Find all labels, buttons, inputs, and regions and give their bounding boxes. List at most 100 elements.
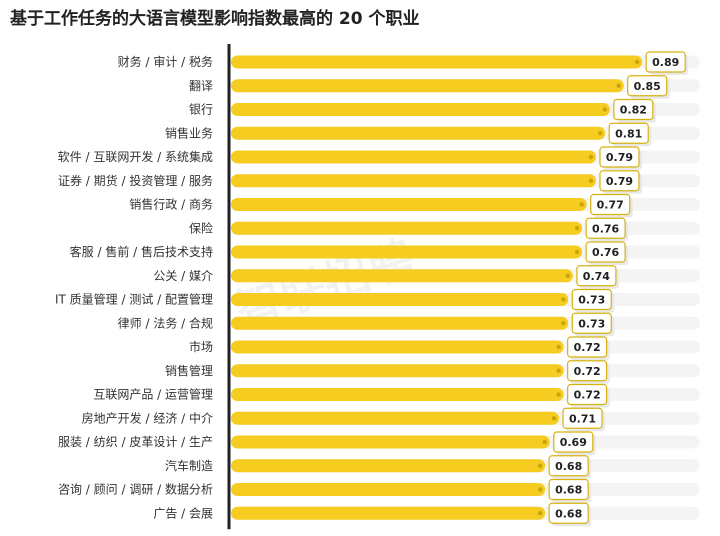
category-label: 广告 / 会展 [153, 506, 213, 520]
value-label: 0.68 [555, 507, 582, 520]
bar [231, 340, 564, 354]
bar-row: 市场 0.72 [189, 336, 700, 360]
bar-end-dot [588, 154, 594, 160]
bar [231, 435, 550, 449]
bar-end-dot [556, 368, 561, 373]
bar-end-dot [565, 273, 571, 278]
bar-row: IT 质量管理 / 测试 / 配置管理 0.73 [55, 288, 700, 313]
bar-end-dot [551, 416, 557, 421]
bar-row: 客服 / 售前 / 售后技术支持 0.76 [70, 241, 700, 265]
value-label-box [613, 98, 654, 121]
value-label: 0.68 [555, 460, 582, 473]
value-label-box [590, 193, 631, 216]
value-label-box [585, 217, 626, 239]
category-label: 服装 / 纺织 / 皮革设计 / 生产 [58, 435, 213, 449]
bar-row: 互联网产品 / 运营管理 0.72 [93, 383, 700, 408]
bar [231, 174, 596, 188]
value-label-box [562, 407, 603, 429]
category-label: 保险 [189, 220, 213, 235]
category-label: 房地产开发 / 经济 / 中介 [82, 410, 213, 425]
bar [231, 269, 573, 283]
bar-row: 咨询 / 顾问 / 调研 / 数据分析 0.68 [58, 478, 700, 503]
value-label-box [567, 336, 608, 358]
category-label: 翻译 [189, 79, 213, 93]
bar [231, 245, 583, 259]
value-label: 0.77 [597, 199, 624, 212]
bar-end-dot [537, 487, 543, 492]
bar-end-dot [579, 202, 584, 207]
bar-end-dot [561, 321, 566, 326]
value-label: 0.81 [615, 127, 642, 140]
category-label: 公关 / 媒介 [153, 269, 213, 283]
bar-end-dot [598, 131, 603, 136]
bar [231, 79, 624, 93]
value-label: 0.72 [574, 341, 601, 354]
bar-row: 销售管理 0.72 [165, 360, 700, 384]
bar [231, 55, 643, 69]
bar [231, 103, 610, 116]
bar-row: 保险 0.76 [189, 217, 700, 242]
value-label-box [599, 146, 640, 168]
bar-end-dot [602, 107, 608, 112]
bar-row: 汽车制造 0.68 [165, 455, 700, 479]
bar [231, 198, 587, 211]
bar-row: 广告 / 会展 0.68 [153, 502, 700, 527]
bar-row: 服装 / 纺织 / 皮革设计 / 生产 0.69 [58, 431, 700, 455]
bar-rows: 财务 / 审计 / 税务 0.89 翻译 0.85 银行 0.82 销售业务 0.81 软件 /… [55, 51, 700, 527]
value-label: 0.85 [634, 80, 661, 93]
value-label: 0.79 [606, 175, 633, 188]
bar-end-dot [537, 463, 543, 468]
value-label: 0.76 [592, 246, 619, 259]
bar-row: 律师 / 法务 / 合规 0.73 [118, 312, 700, 337]
bar [231, 459, 546, 473]
category-label: 软件 / 互联网开发 / 系统集成 [58, 149, 213, 164]
value-label: 0.76 [592, 222, 619, 235]
value-label-box [645, 51, 686, 73]
category-label: 财务 / 审计 / 税务 [118, 54, 213, 69]
bar-end-dot [588, 178, 594, 183]
value-label-box [567, 383, 608, 406]
category-label: 银行 [189, 103, 213, 117]
category-label: 证券 / 期货 / 投资管理 / 服务 [58, 173, 213, 188]
bar-row: 销售行政 / 商务 0.77 [129, 193, 700, 218]
value-label: 0.82 [620, 104, 647, 117]
bar [231, 126, 606, 140]
bar-row: 财务 / 审计 / 税务 0.89 [118, 51, 700, 75]
bar-end-dot [561, 297, 566, 302]
value-label-box [567, 360, 608, 382]
bar [231, 150, 596, 164]
category-label: 销售业务 [165, 125, 213, 140]
bar-end-dot [542, 439, 547, 445]
chart-title: 基于工作任务的大语言模型影响指数最高的 20 个职业 [10, 9, 420, 29]
category-label: 律师 / 法务 / 合规 [118, 315, 213, 330]
bar-end-dot [574, 249, 580, 255]
bar-row: 银行 0.82 [189, 98, 700, 123]
bar [231, 364, 564, 378]
value-label-box [585, 241, 626, 263]
bar-row: 翻译 0.85 [189, 75, 700, 99]
value-label: 0.72 [574, 365, 601, 378]
category-label: 咨询 / 顾问 / 调研 / 数据分析 [58, 482, 213, 497]
bar-end-dot [616, 83, 621, 88]
value-label: 0.89 [652, 56, 679, 69]
category-label: 销售行政 / 商务 [129, 197, 213, 212]
bar [231, 293, 569, 306]
category-label: 客服 / 售前 / 售后技术支持 [70, 244, 213, 259]
bar-row: 公关 / 媒介 0.74 [153, 265, 700, 289]
category-label: 市场 [189, 339, 213, 354]
value-label: 0.73 [578, 294, 605, 307]
category-label: 销售管理 [165, 363, 213, 378]
bar-row: 房地产开发 / 经济 / 中介 0.71 [82, 407, 700, 432]
category-label: 汽车制造 [165, 458, 213, 473]
value-label: 0.72 [574, 389, 601, 402]
value-label: 0.68 [555, 484, 582, 497]
value-label: 0.73 [578, 317, 605, 330]
value-label-box [608, 122, 649, 144]
value-label: 0.74 [583, 270, 610, 283]
bar-end-dot [556, 344, 561, 350]
bar [231, 411, 560, 425]
value-label-box [576, 265, 617, 287]
value-label-box [627, 75, 668, 97]
value-label-box [548, 455, 589, 477]
